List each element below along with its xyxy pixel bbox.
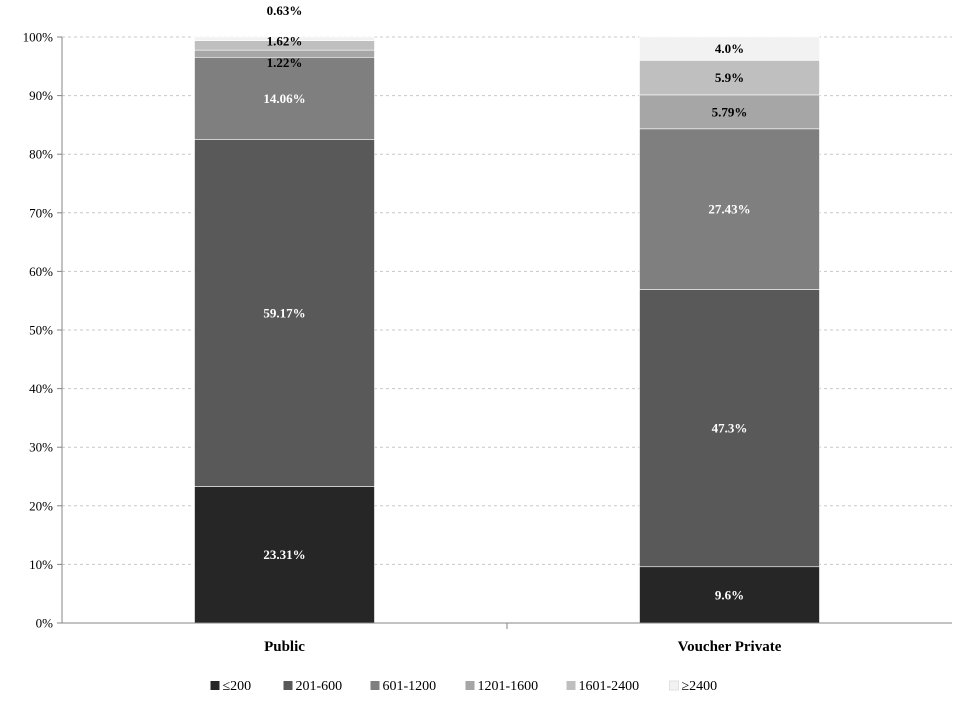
legend-swatch bbox=[566, 681, 576, 690]
bar-segment bbox=[194, 36, 375, 41]
legend-label: ≥2400 bbox=[682, 679, 718, 694]
category-label: Voucher Private bbox=[678, 639, 782, 655]
data-label: 5.79% bbox=[712, 104, 748, 119]
legend-label: ≤200 bbox=[223, 679, 252, 694]
legend-swatch bbox=[370, 681, 380, 690]
y-tick-label: 30% bbox=[29, 440, 53, 455]
y-tick-label: 80% bbox=[29, 147, 53, 162]
bar-segment bbox=[194, 56, 375, 140]
gridlines bbox=[62, 36, 952, 565]
bar-segment bbox=[639, 60, 820, 96]
legend-label: 1601-2400 bbox=[579, 679, 640, 694]
legend: ≤200 201-600 601-1200 1201-1600 1601-2400 ≥24… bbox=[210, 679, 718, 694]
data-labels: 23.31% 59.17% 14.06% 1.22% 1.62% 0.63% 9.6% 47.… bbox=[263, 3, 750, 602]
legend-label: 201-600 bbox=[296, 679, 343, 694]
bar-segment bbox=[639, 94, 820, 130]
legend-item: 601-1200 bbox=[370, 679, 437, 694]
legend-label: 601-1200 bbox=[383, 679, 437, 694]
y-tick-label: 10% bbox=[29, 557, 53, 572]
data-label: 1.22% bbox=[267, 55, 303, 70]
y-tick-label: 0% bbox=[36, 616, 54, 631]
legend-item: 1201-1600 bbox=[465, 679, 539, 694]
legend-swatch bbox=[669, 680, 679, 691]
legend-item: ≥2400 bbox=[669, 679, 718, 694]
data-label: 23.31% bbox=[263, 547, 305, 562]
bar-segment bbox=[639, 128, 820, 290]
y-tick-label: 40% bbox=[29, 381, 53, 396]
bars bbox=[194, 36, 820, 624]
axes: 0% 10% 20% 30% 40% 50% 60% 70% 80% 90% 100% Public V… bbox=[23, 30, 952, 655]
data-label: 4.0% bbox=[715, 41, 744, 56]
bar-segment bbox=[639, 566, 820, 624]
data-label: 5.9% bbox=[715, 70, 744, 85]
legend-item: 1601-2400 bbox=[566, 679, 640, 694]
y-tick-label: 20% bbox=[29, 498, 53, 513]
y-tick-label: 60% bbox=[29, 264, 53, 279]
y-tick-label: 100% bbox=[23, 30, 54, 45]
category-label: Public bbox=[264, 639, 305, 655]
data-label: 1.62% bbox=[267, 34, 303, 49]
legend-swatch bbox=[465, 681, 475, 690]
data-label: 59.17% bbox=[263, 306, 305, 321]
data-label: 0.63% bbox=[267, 3, 303, 18]
y-tick-label: 70% bbox=[29, 205, 53, 220]
legend-label: 1201-1600 bbox=[478, 679, 539, 694]
bar-segment bbox=[194, 139, 375, 487]
legend-swatch bbox=[210, 681, 220, 690]
data-label: 47.3% bbox=[712, 421, 748, 436]
legend-item: 201-600 bbox=[283, 679, 343, 694]
y-tick-label: 50% bbox=[29, 323, 53, 338]
y-tick-label: 90% bbox=[29, 88, 53, 103]
bar-segment bbox=[194, 486, 375, 624]
data-label: 9.6% bbox=[715, 587, 744, 602]
bar-segment bbox=[639, 289, 820, 568]
legend-swatch bbox=[283, 681, 293, 690]
legend-item: ≤200 bbox=[210, 679, 252, 694]
bar-segment bbox=[639, 36, 820, 61]
data-label: 27.43% bbox=[708, 202, 750, 217]
data-label: 14.06% bbox=[263, 91, 305, 106]
